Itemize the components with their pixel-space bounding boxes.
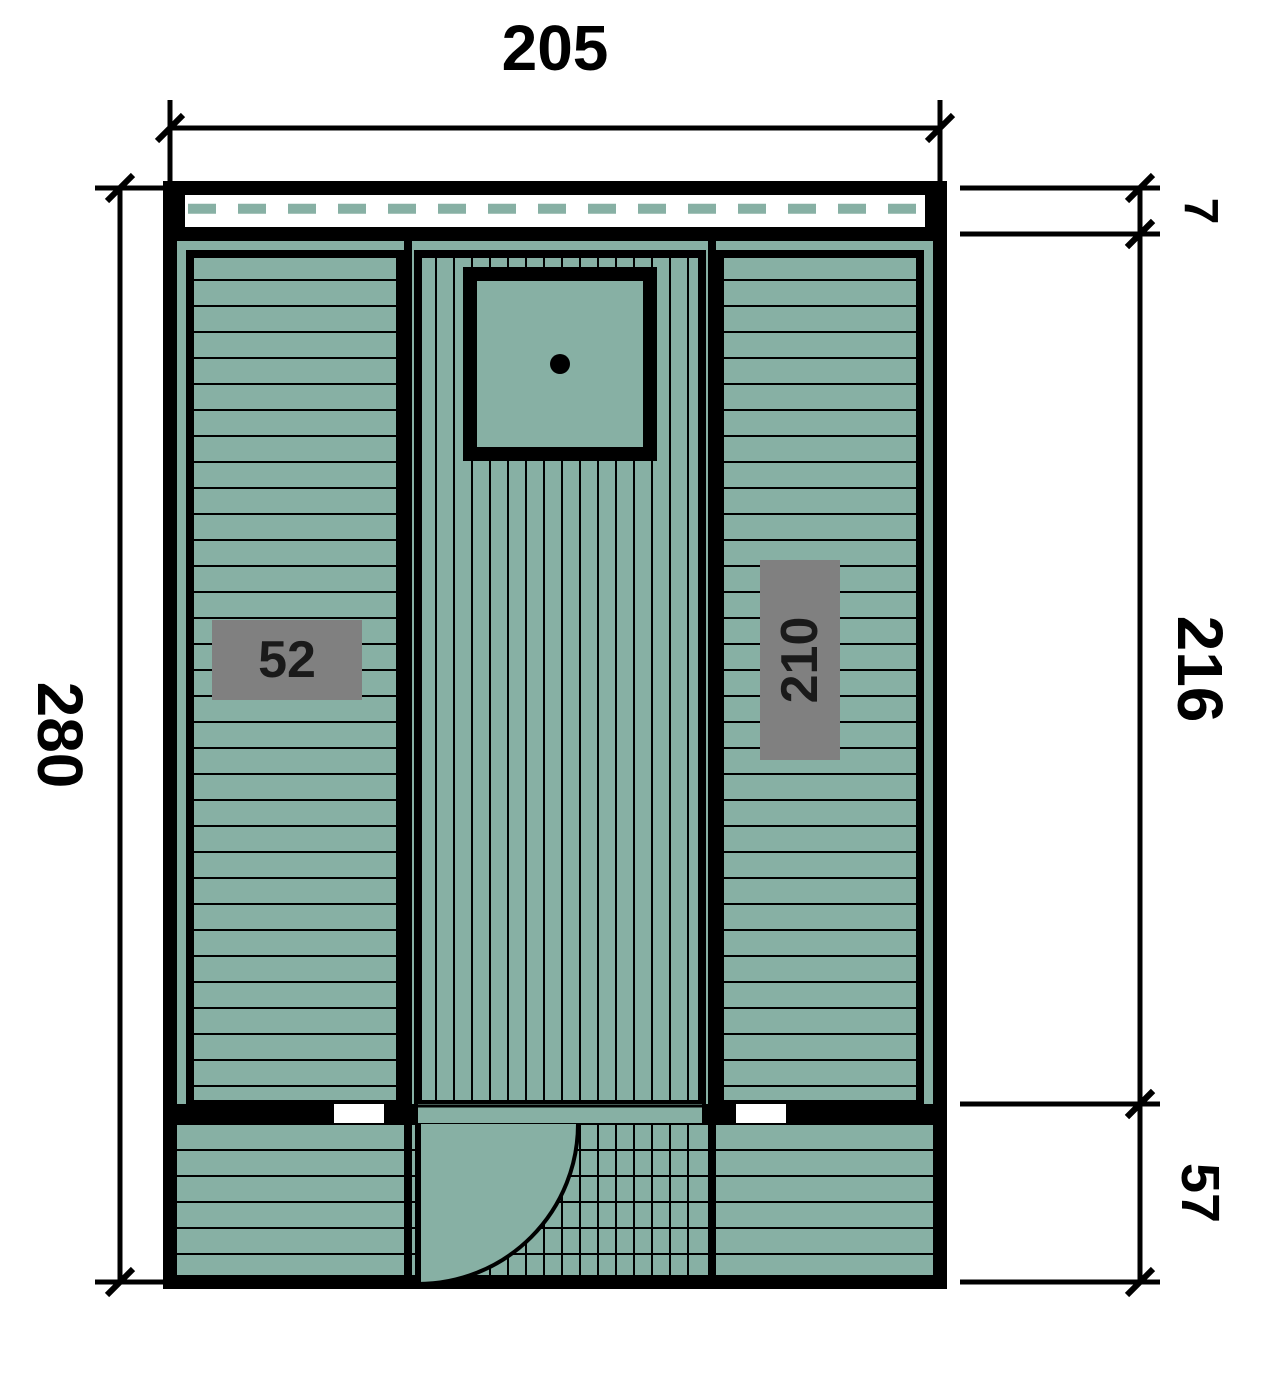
right-bench-label: 210 [771,617,829,704]
dim-right_c: 57 [1170,1163,1230,1223]
heater-dot-icon [550,354,570,374]
dim-right_a: 7 [1174,198,1227,225]
dim-right_b: 216 [1164,616,1236,723]
left-bench-label: 52 [258,631,316,689]
floor-plan-svg: 52 210 205 280 7 216 57 [0,0,1287,1386]
dim-top: 205 [502,12,609,84]
dim-left: 280 [24,682,96,789]
floor-plan-diagram: 52 210 205 280 7 216 57 [0,0,1287,1386]
